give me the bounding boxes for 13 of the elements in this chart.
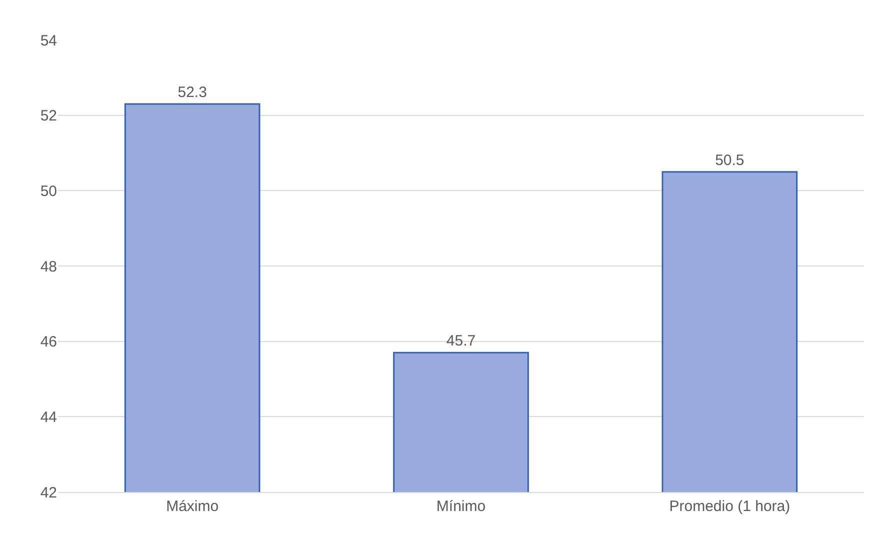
y-tick-label: 44	[40, 408, 57, 426]
data-label: 50.5	[715, 152, 744, 169]
y-tick-label: 54	[40, 32, 57, 50]
x-tick-label: Mínimo	[436, 498, 486, 515]
x-tick-label: Máximo	[166, 498, 219, 515]
y-tick-label: 50	[40, 182, 57, 200]
y-tick-label: 46	[40, 334, 57, 351]
data-label: 45.7	[446, 332, 476, 350]
x-tick-label: Promedio (1 hora)	[669, 498, 790, 515]
y-tick-label: 42	[40, 484, 57, 502]
y-tick-label: 48	[40, 258, 57, 276]
y-tick-label: 52	[40, 108, 57, 125]
data-label: 52.3	[178, 84, 207, 102]
